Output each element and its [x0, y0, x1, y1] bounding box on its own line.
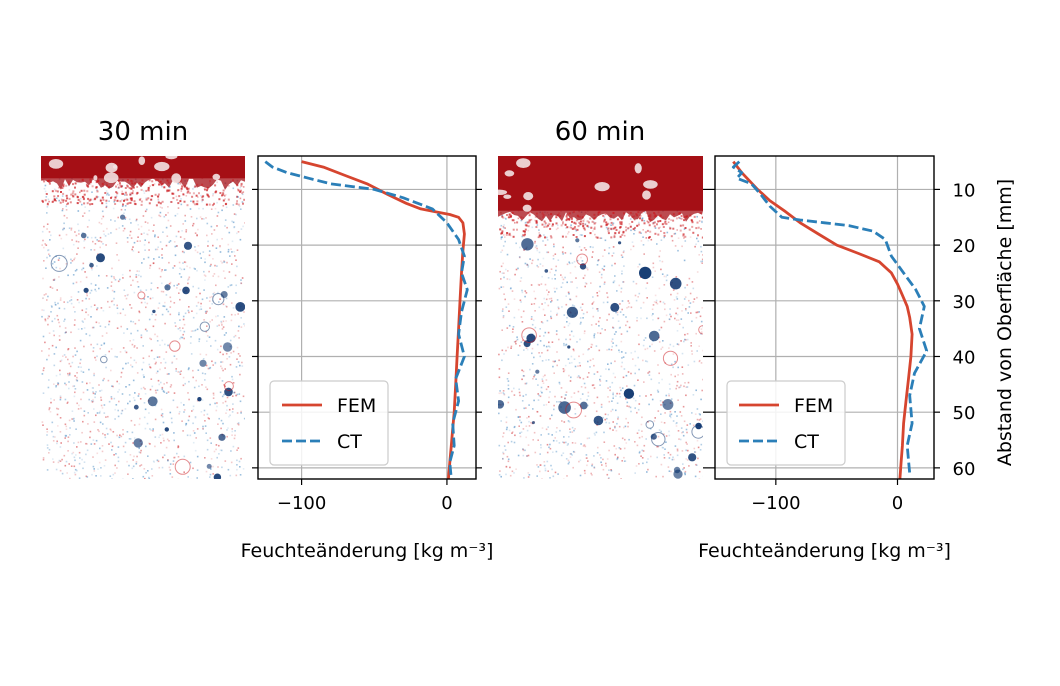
- x-axis-label: Feuchteänderung [kg m⁻³]: [241, 540, 494, 562]
- title-30min: 30 min: [98, 117, 188, 147]
- x-tick-label: −100: [277, 493, 326, 514]
- legend-box: [726, 380, 846, 466]
- legend-label-ct: CT: [337, 431, 362, 453]
- y-axis-label: Abstand von Oberfläche [mm]: [994, 179, 1016, 466]
- x-axis-label: Feuchteänderung [kg m⁻³]: [698, 540, 951, 562]
- ct-difference-image-60min: [498, 156, 709, 479]
- moisture-profile-plot-60min: −100 0 10 20 30 40 50 60 Feuchteänderung [kg m⁻³…: [698, 155, 1016, 562]
- x-tick-label: 0: [441, 493, 452, 514]
- legend: FEM CT: [726, 380, 846, 466]
- legend-label-ct: CT: [794, 431, 819, 453]
- y-tick-label: 40: [953, 347, 976, 368]
- wet-zone: [41, 156, 245, 179]
- series-line-ct: [264, 160, 469, 479]
- y-tick-label: 20: [953, 236, 976, 257]
- axes-frame: [714, 155, 935, 480]
- legend: FEM CT: [269, 380, 389, 466]
- legend-label-fem: FEM: [337, 395, 376, 417]
- y-tick-label: 10: [953, 180, 976, 201]
- title-60min: 60 min: [555, 117, 645, 147]
- legend-box: [269, 380, 389, 466]
- image-background: [41, 156, 245, 479]
- ct-difference-image-30min: [41, 156, 245, 479]
- y-tick-label: 50: [953, 403, 976, 424]
- axes-frame: [257, 155, 477, 480]
- series-line-fem: [732, 160, 914, 479]
- y-tick-label: 60: [953, 459, 976, 480]
- moisture-profile-plot-30min: −100 0 Feuchteänderung [kg m⁻³] FEM CT: [241, 155, 494, 562]
- series-line-ct: [731, 160, 929, 474]
- y-tick-label: 30: [953, 292, 976, 313]
- legend-label-fem: FEM: [794, 395, 833, 417]
- x-tick-label: 0: [892, 493, 903, 514]
- x-tick-label: −100: [751, 493, 800, 514]
